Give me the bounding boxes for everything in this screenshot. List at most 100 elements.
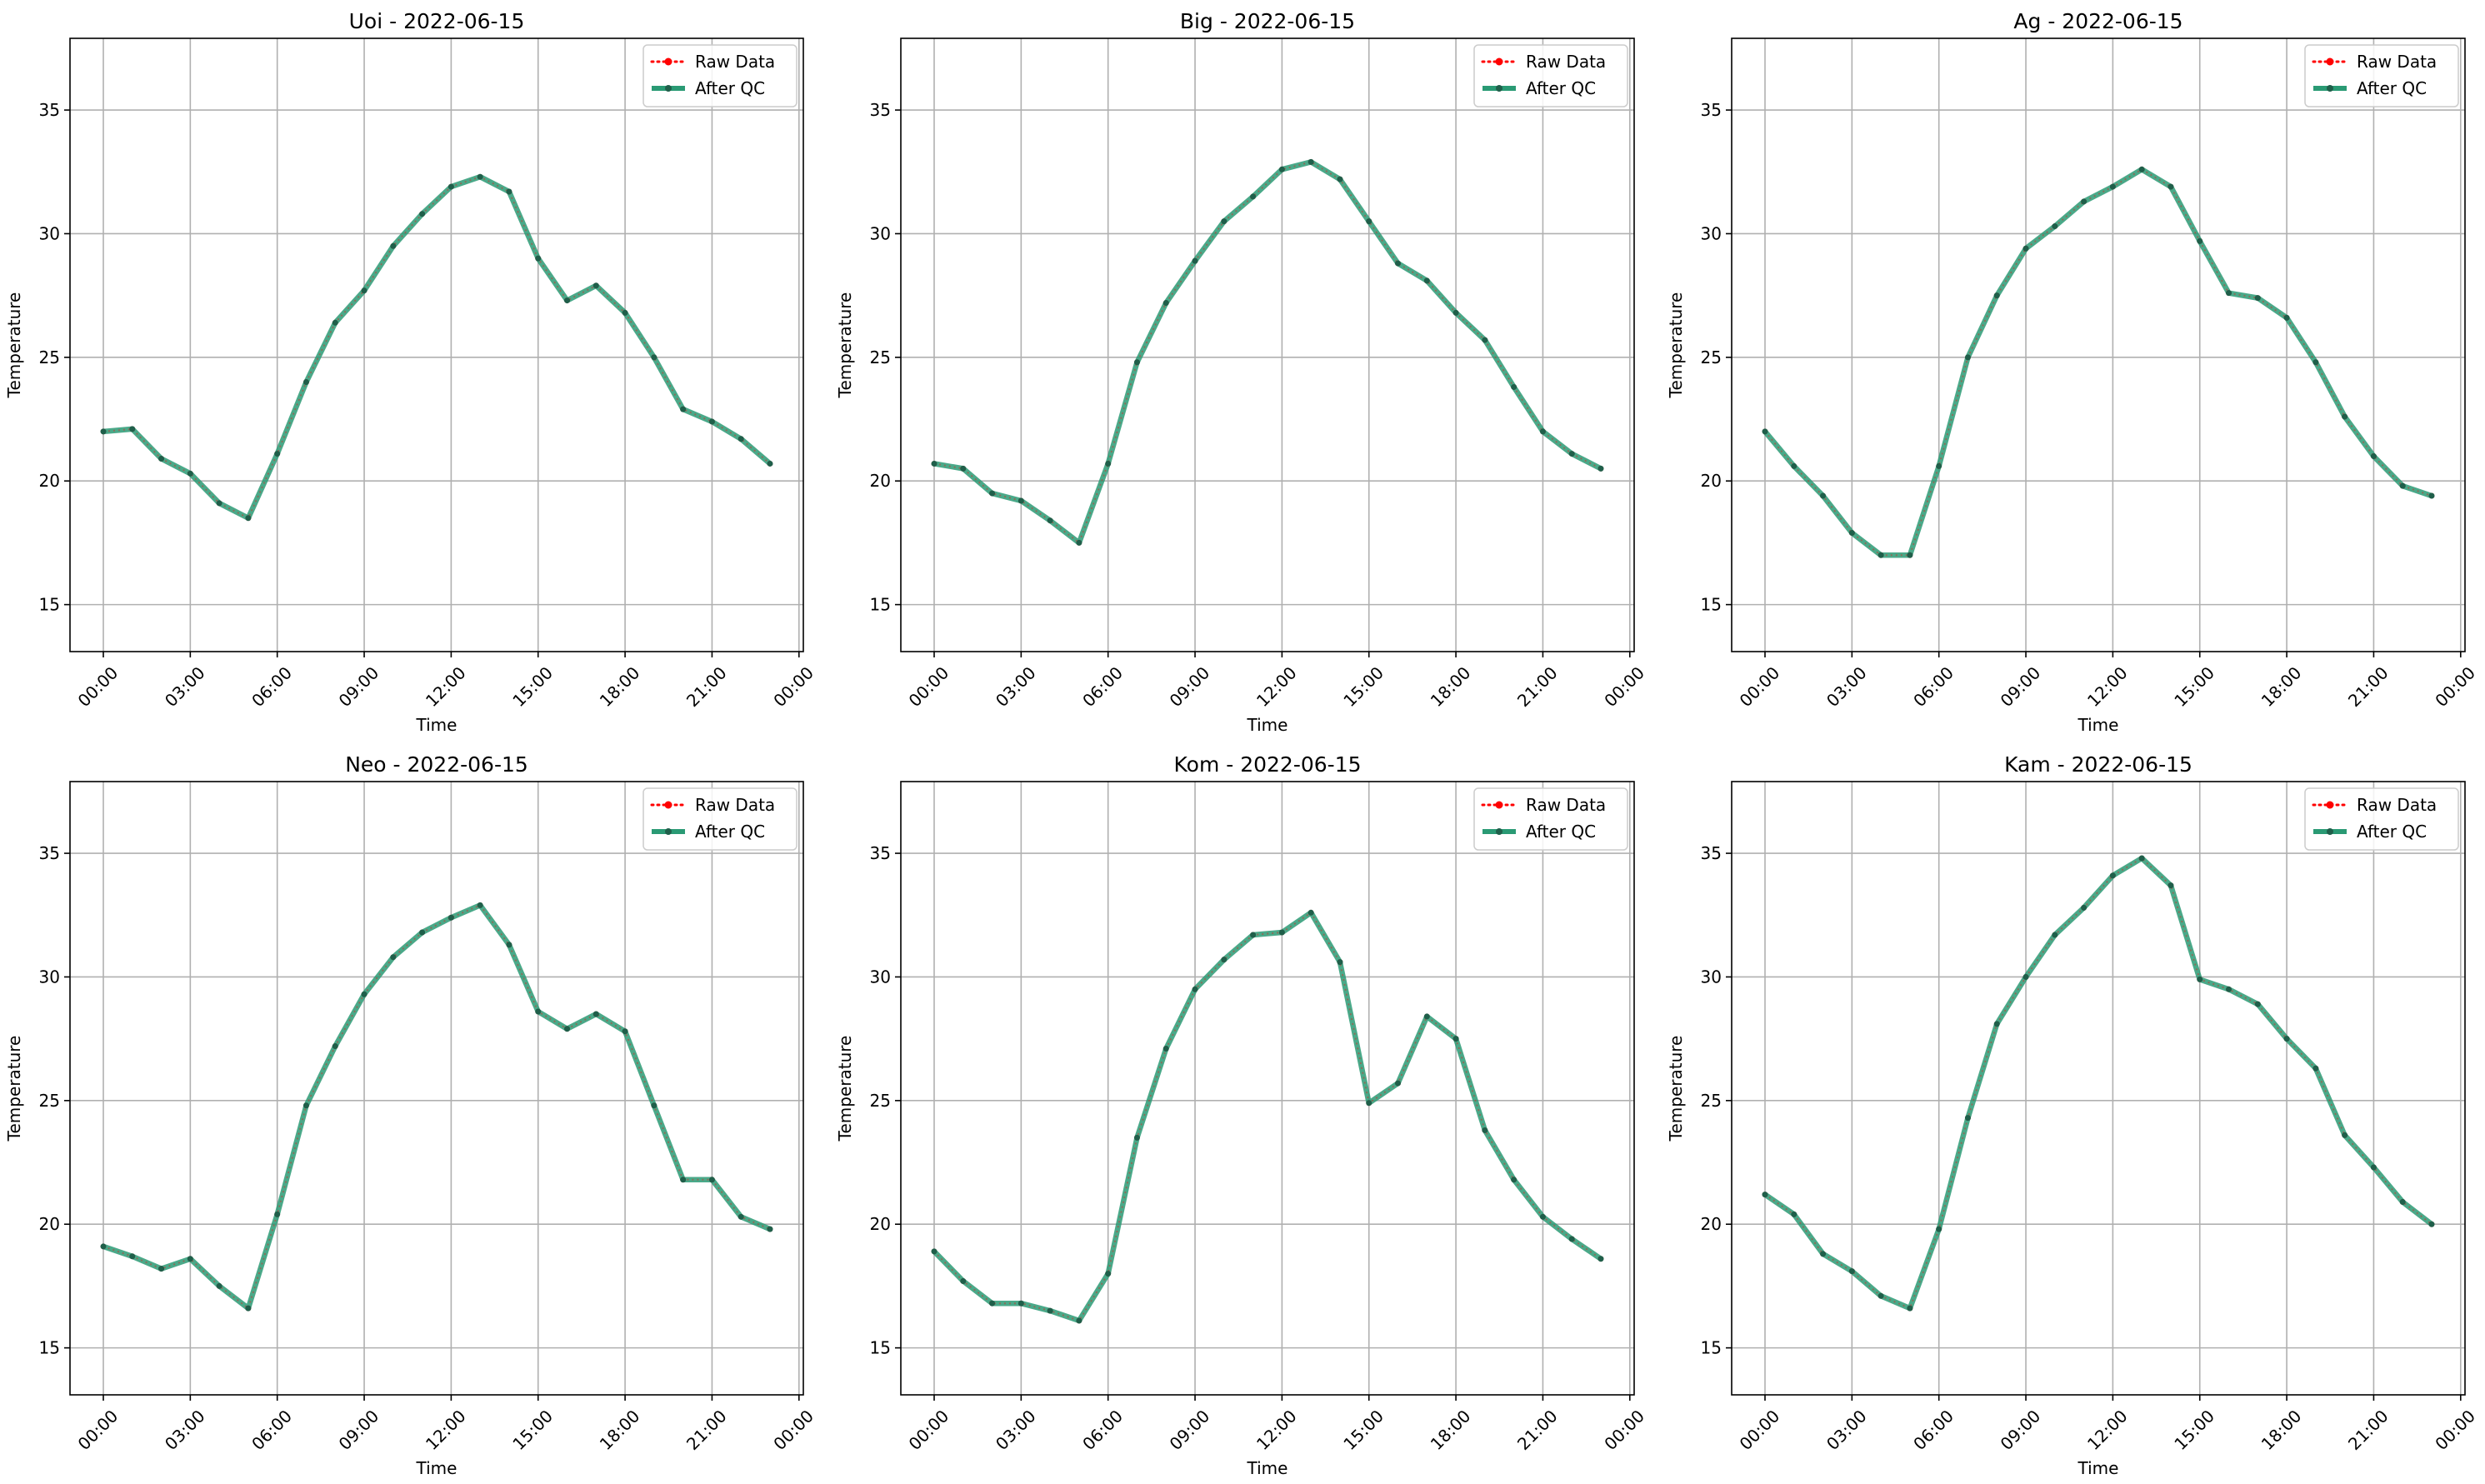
y-tick-label: 35 (1701, 843, 1722, 863)
after-qc-point (419, 211, 426, 217)
after-qc-point (960, 1277, 967, 1284)
after-qc-point (1964, 1115, 1971, 1122)
x-tick-label: 12:00 (1252, 1406, 1301, 1454)
x-axis-label: Time (416, 1458, 458, 1478)
after-qc-point (1278, 929, 1285, 936)
x-tick-label: 18:00 (1427, 662, 1475, 711)
x-tick-label: 21:00 (2344, 1406, 2392, 1454)
y-axis-label: Temperature (835, 1036, 855, 1142)
legend: Raw Data After QC (1473, 44, 1628, 107)
y-axis-label: Temperature (1666, 1036, 1686, 1142)
y-tick-label: 25 (870, 1091, 891, 1111)
y-tick-label: 35 (1701, 100, 1722, 120)
y-tick-label: 35 (870, 100, 891, 120)
after-qc-point (767, 1226, 773, 1232)
after-qc-point (1047, 1307, 1053, 1314)
after-qc-point (2370, 1164, 2377, 1171)
series-raw-data-line (933, 161, 1602, 544)
after-qc-point (2283, 314, 2290, 321)
x-tick-label: 09:00 (335, 1406, 383, 1454)
after-qc-point (1395, 1080, 1402, 1087)
after-qc-point (390, 242, 397, 249)
x-tick-label: 09:00 (1997, 1406, 2045, 1454)
x-tick-label: 21:00 (682, 1406, 731, 1454)
subplot-4: 00:00 03:00 06:00 09:00 12:00 15:00 18:00 21:00… (4, 752, 818, 1478)
after-qc-point (1878, 1292, 1884, 1299)
after-qc-point (1192, 986, 1198, 992)
after-qc-point (245, 515, 252, 522)
after-qc-point (564, 1026, 571, 1032)
after-qc-point (564, 297, 571, 304)
x-tick-label: 00:00 (905, 662, 953, 711)
legend-qc-marker-icon (1496, 828, 1502, 835)
after-qc-point (931, 1248, 938, 1255)
legend-raw-label: Raw Data (2357, 52, 2437, 72)
after-qc-point (2052, 932, 2058, 938)
after-qc-point (1820, 1251, 1827, 1257)
subplot-3: 00:00 03:00 06:00 09:00 12:00 15:00 18:00 21:00… (1666, 9, 2479, 735)
subplot-6: 00:00 03:00 06:00 09:00 12:00 15:00 18:00 21:00… (1666, 752, 2479, 1478)
after-qc-point (2168, 882, 2174, 889)
x-tick-label: 06:00 (1909, 662, 1958, 711)
after-qc-point (158, 1266, 165, 1272)
y-tick-label: 25 (1701, 347, 1722, 367)
legend-qc-marker-icon (2327, 828, 2333, 835)
after-qc-point (419, 929, 426, 936)
series-after-qc-line (100, 173, 773, 521)
after-qc-point (1539, 1213, 1546, 1220)
after-qc-point (592, 1011, 599, 1017)
after-qc-point (989, 490, 996, 497)
y-tick-label: 15 (870, 1338, 891, 1358)
after-qc-point (1907, 1305, 1913, 1312)
series-after-qc-line (931, 159, 1604, 546)
y-tick-label: 25 (1701, 1091, 1722, 1111)
x-axis-label: Time (416, 715, 458, 735)
x-tick-label: 09:00 (1166, 1406, 1214, 1454)
legend-raw-marker-icon (2326, 57, 2334, 66)
x-tick-label: 06:00 (1078, 662, 1127, 711)
after-qc-point (738, 436, 744, 442)
y-tick-label: 30 (870, 967, 891, 987)
legend-qc-label: After QC (695, 78, 765, 98)
series-raw-data-line (102, 176, 771, 519)
legend-qc-label: After QC (2357, 822, 2427, 842)
x-tick-label: 00:00 (1736, 662, 1784, 711)
y-tick-label: 20 (39, 1214, 60, 1234)
after-qc-point (708, 1177, 715, 1183)
after-qc-point (738, 1213, 744, 1220)
series-after-qc-line (931, 910, 1604, 1324)
after-qc-point (1337, 959, 1343, 966)
legend-qc-marker-icon (665, 828, 672, 835)
x-tick-label: 00:00 (1736, 1406, 1784, 1454)
x-axis-label: Time (2078, 715, 2119, 735)
after-qc-point (1762, 428, 1768, 435)
y-tick-label: 20 (39, 471, 60, 491)
y-tick-label: 30 (39, 223, 60, 243)
after-qc-point (1366, 1100, 1372, 1107)
after-qc-point (1848, 1268, 1855, 1275)
after-qc-point (767, 460, 773, 467)
after-qc-point (622, 309, 628, 316)
after-qc-point (216, 500, 222, 507)
after-qc-point (622, 1028, 628, 1035)
after-qc-point (2138, 166, 2145, 172)
axes-frame (900, 781, 1635, 1396)
x-tick-label: 00:00 (905, 1406, 953, 1454)
after-qc-point (332, 319, 338, 326)
x-tick-label: 09:00 (1166, 662, 1214, 711)
after-qc-point (2254, 295, 2261, 302)
after-qc-point (2197, 237, 2203, 244)
after-qc-point (1337, 176, 1343, 182)
after-qc-point (1047, 517, 1053, 524)
x-tick-label: 00:00 (1600, 662, 1648, 711)
after-qc-point (1907, 552, 1913, 558)
x-tick-label: 03:00 (992, 662, 1040, 711)
after-qc-point (1278, 166, 1285, 172)
after-qc-point (332, 1043, 338, 1050)
after-qc-point (1993, 1021, 2000, 1027)
after-qc-point (1598, 1256, 1604, 1262)
after-qc-point (361, 991, 368, 997)
legend-raw-marker-icon (2326, 801, 2334, 809)
y-tick-label: 20 (870, 471, 891, 491)
